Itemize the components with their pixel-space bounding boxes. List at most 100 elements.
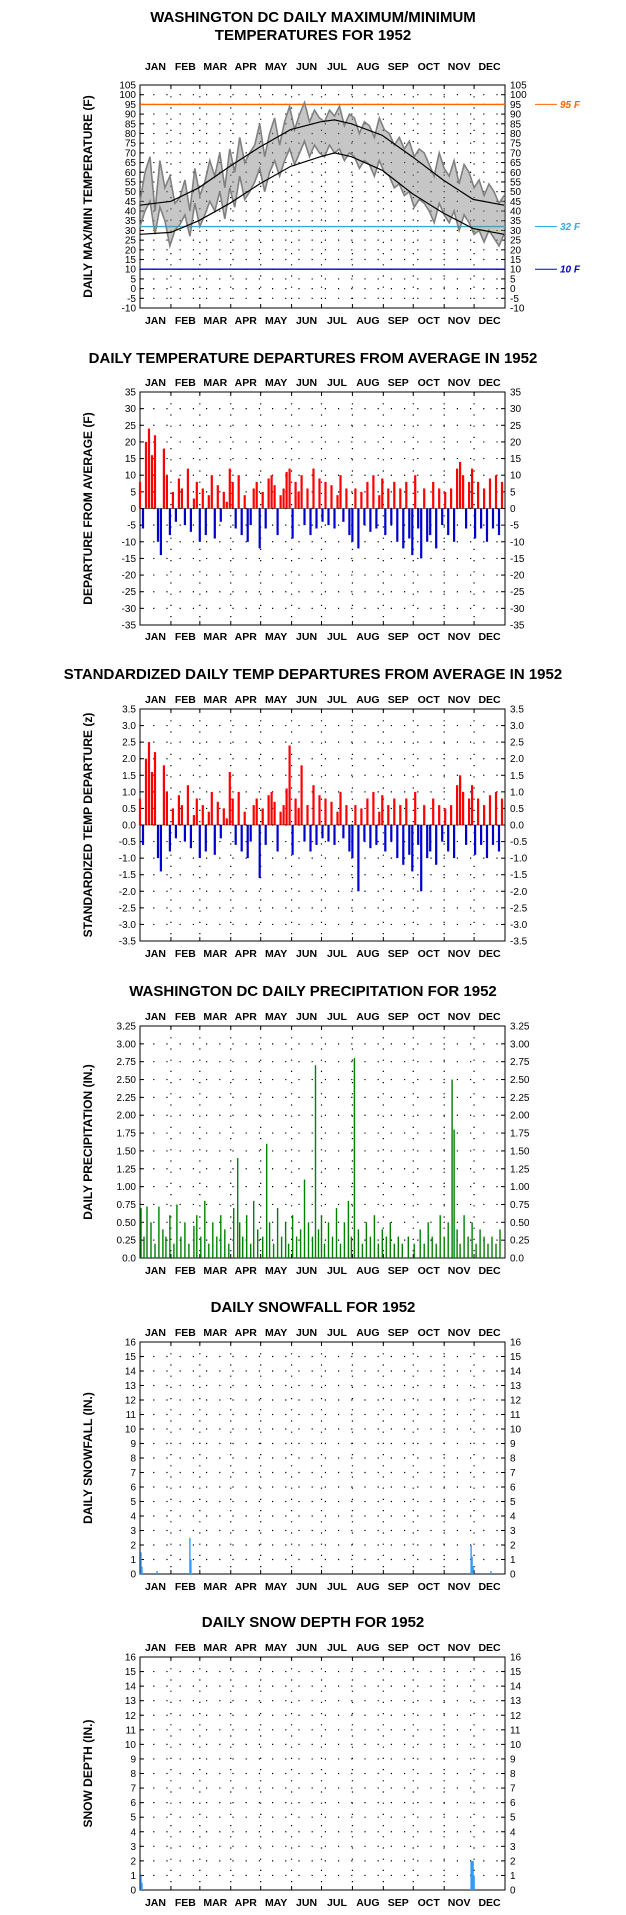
month-label-bottom: AUG xyxy=(356,315,379,327)
y-tick-label-right: 60 xyxy=(510,168,522,179)
bar xyxy=(150,1222,152,1258)
bar xyxy=(462,475,465,509)
month-label-top: FEB xyxy=(175,1327,196,1339)
month-label-top: DEC xyxy=(478,694,501,706)
bar xyxy=(438,488,441,509)
observed-range-area xyxy=(140,102,504,246)
y-tick-label: 75 xyxy=(125,139,137,150)
bar xyxy=(490,1571,492,1574)
y-tick-label-right: -30 xyxy=(510,604,525,615)
month-label-bottom: NOV xyxy=(448,631,471,643)
bar xyxy=(399,488,402,509)
bar xyxy=(450,805,453,825)
bar xyxy=(450,488,453,509)
bar xyxy=(327,508,330,526)
bar xyxy=(483,488,486,509)
bar xyxy=(375,508,378,529)
y-tick-label-right: 10 xyxy=(510,1425,522,1436)
bar xyxy=(297,491,300,509)
y-tick-label: 15 xyxy=(125,1352,137,1363)
month-label-bottom: MAY xyxy=(265,1265,287,1277)
bar xyxy=(294,798,297,825)
month-label-bottom: NOV xyxy=(448,948,471,960)
bar xyxy=(297,808,300,825)
bar xyxy=(276,1208,279,1258)
bar xyxy=(500,481,504,509)
temperature-chart: WASHINGTON DC DAILY MAXIMUM/MINIMUMTEMPE… xyxy=(81,9,581,327)
bar xyxy=(169,1215,171,1258)
y-tick-label-right: 55 xyxy=(510,177,522,188)
bar xyxy=(477,798,480,825)
month-label-bottom: DEC xyxy=(478,1265,501,1277)
y-tick-label: 10 xyxy=(125,265,137,276)
departure-chart: DAILY TEMPERATURE DEPARTURES FROM AVERAG… xyxy=(81,350,537,643)
bar xyxy=(300,765,303,825)
bar xyxy=(228,1243,230,1258)
bar xyxy=(237,1158,239,1258)
bar xyxy=(225,501,228,509)
y-tick-label: 3.00 xyxy=(117,1039,137,1050)
bar xyxy=(150,455,154,509)
bar xyxy=(180,805,183,825)
y-tick-label: 13 xyxy=(125,1696,137,1707)
plot-frame xyxy=(139,84,506,309)
month-label-top: SEP xyxy=(388,61,409,73)
month-label-bottom: MAR xyxy=(203,1581,227,1593)
month-label-bottom: DEC xyxy=(478,1581,501,1593)
y-tick-label: 1.25 xyxy=(117,1164,137,1175)
bar xyxy=(234,825,237,845)
month-label-top: MAY xyxy=(265,694,287,706)
y-tick-label: 1.5 xyxy=(122,771,136,782)
bar xyxy=(354,488,357,509)
bar xyxy=(348,508,351,536)
bar xyxy=(408,508,411,539)
y-tick-label: 15 xyxy=(125,255,137,266)
y-tick-label-right: 2 xyxy=(510,1856,516,1867)
bar xyxy=(222,491,225,509)
bar xyxy=(345,488,348,509)
month-label-top: DEC xyxy=(478,377,501,389)
y-tick-label: 20 xyxy=(125,245,137,256)
bar xyxy=(462,791,465,825)
bar xyxy=(491,825,495,845)
y-tick-label: -10 xyxy=(122,537,137,548)
y-tick-label: 55 xyxy=(125,177,137,188)
y-tick-label-right: 15 xyxy=(510,454,522,465)
bar xyxy=(321,825,324,839)
month-label-top: APR xyxy=(235,694,258,706)
month-label-top: SEP xyxy=(388,1327,409,1339)
y-tick-label: 85 xyxy=(125,119,137,130)
y-tick-label-right: 2.75 xyxy=(510,1057,530,1068)
y-tick-label-right: 0 xyxy=(510,504,516,515)
month-label-top: JUN xyxy=(296,1642,317,1654)
y-tick-label: 1.50 xyxy=(117,1146,137,1157)
y-tick-label-right: 0 xyxy=(510,1570,516,1581)
bar xyxy=(323,1243,326,1258)
month-label-top: OCT xyxy=(418,1327,441,1339)
y-tick-label: 20 xyxy=(125,437,137,448)
chart-title: DAILY TEMPERATURE DEPARTURES FROM AVERAG… xyxy=(89,350,538,367)
y-tick-label: 5 xyxy=(130,1813,136,1824)
month-label-top: FEB xyxy=(175,377,196,389)
y-tick-label-right: 9 xyxy=(510,1754,516,1765)
bar xyxy=(439,1215,441,1258)
grid-dots xyxy=(140,392,505,625)
y-tick-label-right: 12 xyxy=(510,1711,522,1722)
month-label-bottom: JUL xyxy=(327,948,347,960)
y-tick-label-right: 1.00 xyxy=(510,1182,530,1193)
month-label-top: FEB xyxy=(175,1642,196,1654)
y-tick-label-right: 4 xyxy=(510,1827,516,1838)
bar xyxy=(485,508,489,542)
month-label-bottom: NOV xyxy=(448,1265,471,1277)
bar xyxy=(463,1215,465,1258)
bar xyxy=(306,488,309,509)
month-label-bottom: MAY xyxy=(265,948,287,960)
y-tick-label-right: 4 xyxy=(510,1512,516,1523)
y-tick-label: 65 xyxy=(125,158,137,169)
grid-dots xyxy=(140,85,505,308)
bar xyxy=(393,798,396,825)
bar xyxy=(287,1243,290,1258)
bar xyxy=(487,1243,489,1258)
bar xyxy=(246,508,249,542)
month-label-top: JUL xyxy=(327,1327,347,1339)
